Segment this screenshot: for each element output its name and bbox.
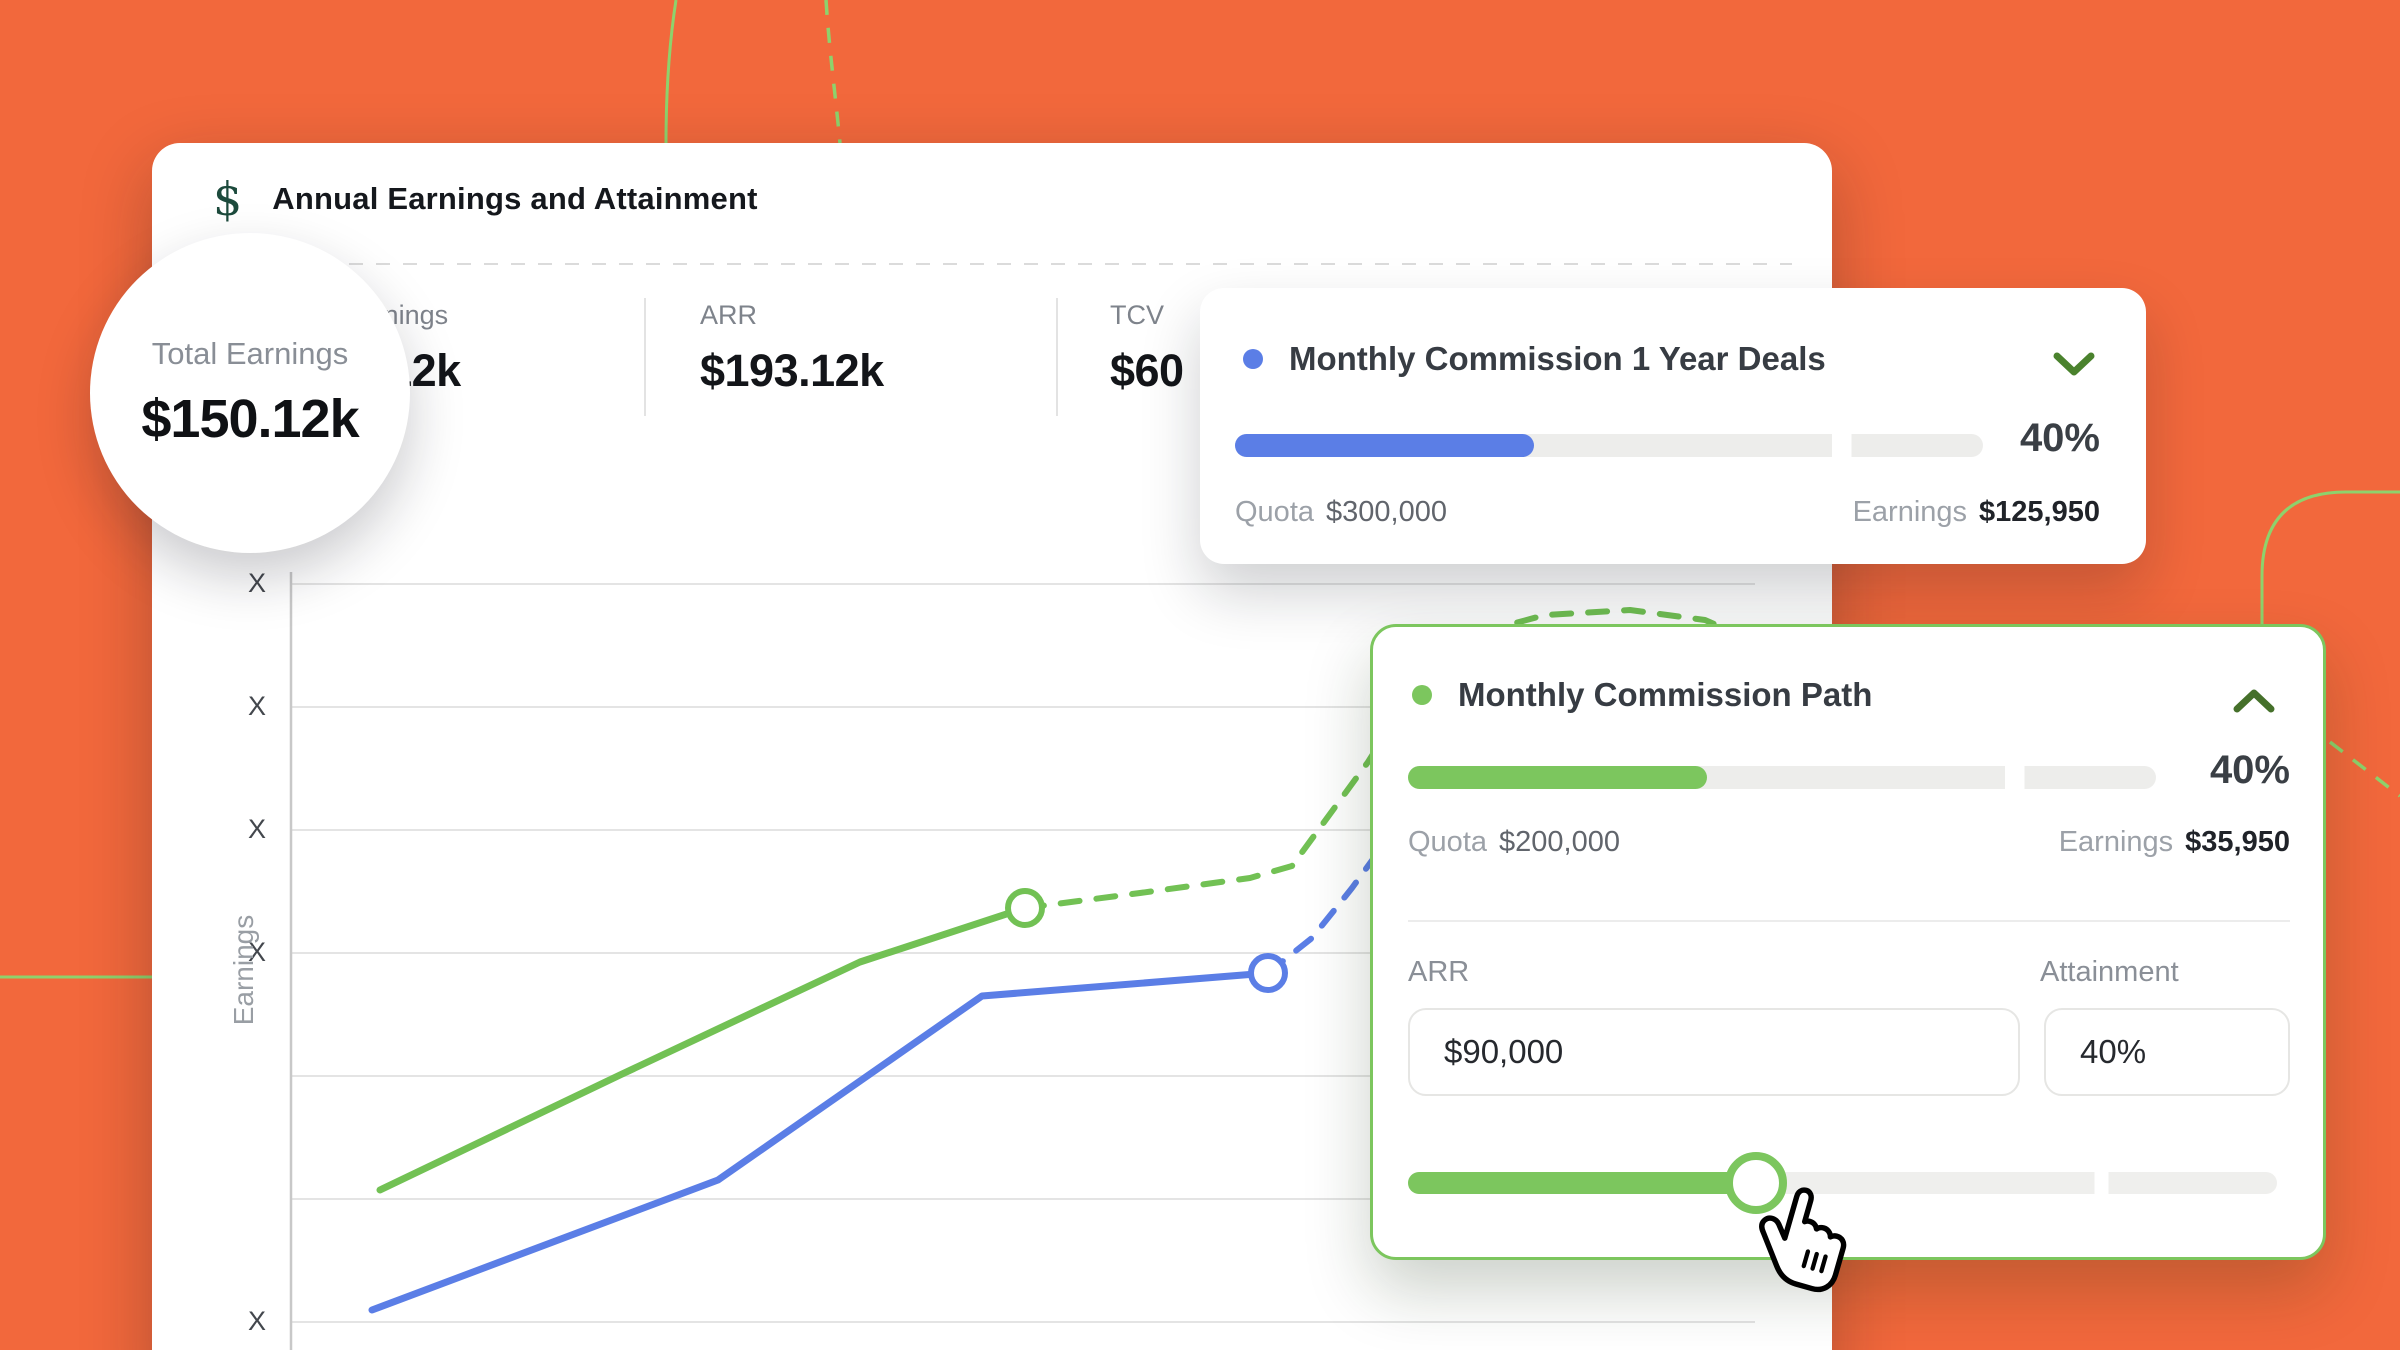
blue-series-dot-icon bbox=[1243, 349, 1263, 369]
progress-fill bbox=[1235, 434, 1535, 457]
dollar-icon: $ bbox=[213, 172, 243, 226]
y-tick-label: X bbox=[247, 568, 266, 598]
slider-fill bbox=[1408, 1172, 1756, 1194]
badge-label: Total Earnings bbox=[151, 336, 349, 371]
progress-fill bbox=[1408, 766, 1708, 789]
attainment-input[interactable]: 40% bbox=[2044, 1008, 2290, 1096]
stat-tcv: TCV $60 bbox=[1110, 300, 1184, 397]
y-tick-label: X bbox=[247, 691, 266, 721]
chevron-up-icon[interactable] bbox=[2232, 688, 2276, 714]
earnings-text: Earnings $35,950 bbox=[2059, 826, 2290, 859]
slider-thumb[interactable] bbox=[1724, 1152, 1787, 1214]
y-tick-label: X bbox=[247, 937, 266, 967]
path-progress-bar bbox=[1408, 766, 2156, 789]
y-axis-label: Earnings bbox=[228, 914, 259, 1026]
quota-label: Quota bbox=[1235, 496, 1314, 528]
quota-value: $200,000 bbox=[1499, 826, 1620, 858]
arr-input[interactable]: $90,000 bbox=[1408, 1008, 2020, 1096]
earnings-text: Earnings $125,950 bbox=[1853, 496, 2100, 529]
y-tick-label: X bbox=[247, 1306, 266, 1336]
earnings-value: $125,950 bbox=[1979, 496, 2100, 528]
stat-divider bbox=[644, 298, 646, 416]
hand-cursor-icon bbox=[1759, 1187, 1847, 1293]
page-title: Annual Earnings and Attainment bbox=[272, 181, 758, 216]
stat-value: $193.12k bbox=[700, 345, 884, 396]
deco-dashed-diagonal-bottom-right bbox=[2328, 740, 2400, 798]
path-card-footer: Quota $200,000 Earnings $35,950 bbox=[1408, 826, 2290, 859]
stat-value: $60 bbox=[1110, 345, 1184, 396]
stat-divider bbox=[1056, 298, 1058, 416]
quota-text: Quota $200,000 bbox=[1408, 826, 1620, 859]
y-tick-label: X bbox=[247, 814, 266, 844]
deco-dashed-curve-top bbox=[824, 0, 842, 144]
monthly-commission-deals-card bbox=[1200, 288, 2146, 564]
quota-value: $300,000 bbox=[1326, 496, 1447, 528]
green-series-dot-icon bbox=[1412, 685, 1432, 705]
path-card-header: Monthly Commission Path bbox=[1412, 676, 1872, 714]
earnings-value: $35,950 bbox=[2185, 826, 2290, 858]
path-percent: 40% bbox=[2209, 748, 2290, 792]
quota-text: Quota $300,000 bbox=[1235, 496, 1447, 529]
deals-card-footer: Quota $300,000 Earnings $125,950 bbox=[1235, 496, 2100, 529]
path-card-title: Monthly Commission Path bbox=[1458, 676, 1873, 713]
dashed-separator bbox=[214, 263, 1792, 265]
chevron-down-icon[interactable] bbox=[2052, 352, 2096, 378]
arr-field-label: ARR bbox=[1408, 956, 1470, 988]
deals-card-header: Monthly Commission 1 Year Deals bbox=[1243, 340, 1826, 378]
total-earnings-badge: Total Earnings $150.12k bbox=[90, 233, 410, 553]
quota-label: Quota bbox=[1408, 826, 1487, 858]
stat-label: TCV bbox=[1110, 300, 1164, 330]
stat-arr: ARR $193.12k bbox=[700, 300, 884, 397]
attainment-field-label: Attainment bbox=[2040, 956, 2179, 988]
monthly-commission-path-card bbox=[1370, 624, 2326, 1260]
deco-solid-curve-top bbox=[664, 0, 678, 144]
badge-value: $150.12k bbox=[141, 389, 359, 449]
stat-label: ARR bbox=[700, 300, 758, 330]
earnings-label: Earnings bbox=[1852, 496, 1968, 528]
deco-corner-line-right bbox=[2260, 490, 2400, 626]
attainment-slider[interactable] bbox=[1408, 1152, 2277, 1214]
deals-progress-bar bbox=[1235, 434, 1983, 457]
card-header: $ Annual Earnings and Attainment bbox=[213, 176, 758, 222]
deals-card-title: Monthly Commission 1 Year Deals bbox=[1289, 340, 1826, 377]
card-divider bbox=[1408, 920, 2290, 922]
earnings-label: Earnings bbox=[2058, 826, 2174, 858]
deals-percent: 40% bbox=[2019, 416, 2100, 460]
